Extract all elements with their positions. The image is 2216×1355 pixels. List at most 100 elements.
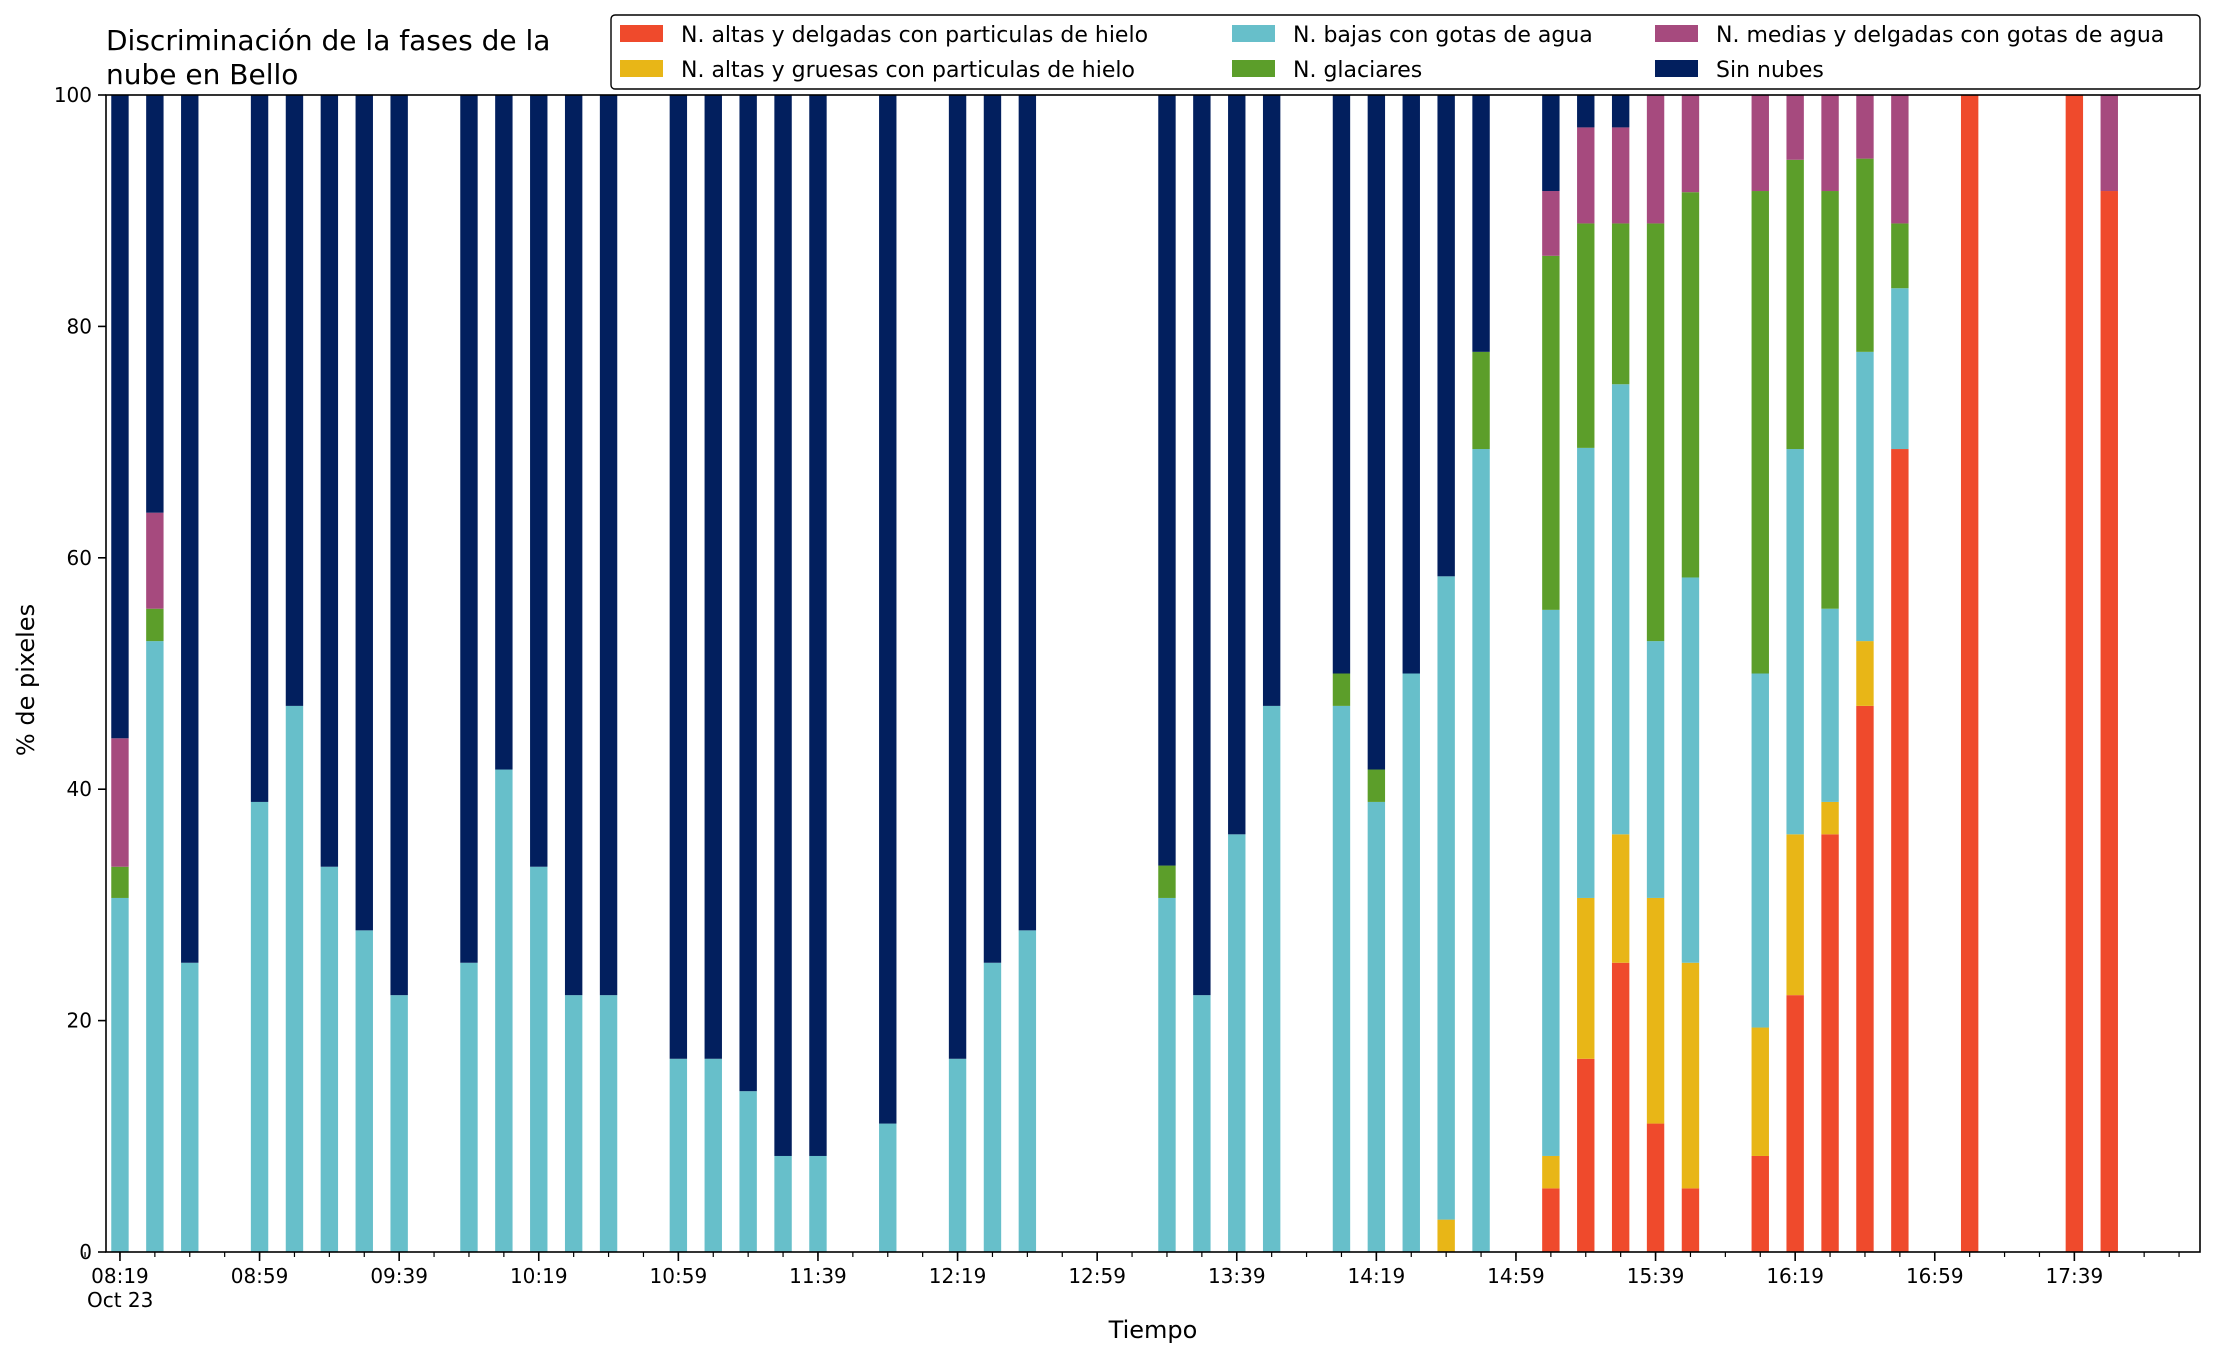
bar-segment-s3-0819	[111, 866, 129, 898]
x-tick-label-1139: 11:39	[789, 1264, 847, 1288]
bar-segment-s5-1219	[948, 95, 967, 1059]
legend-swatch-3	[1232, 60, 1275, 77]
bar-segment-s3-1639	[1856, 158, 1874, 352]
bar-segment-s2-1439	[1437, 576, 1455, 1220]
bar-segment-s0-1749	[2100, 191, 2118, 1252]
bar-segment-s0-1619	[1786, 995, 1804, 1252]
bar-segment-s5-1339	[1228, 95, 1246, 835]
bar-segment-s4-1629	[1821, 95, 1839, 192]
bar-segment-s5-0919	[320, 95, 339, 867]
x-tick-label-1019: 10:19	[510, 1264, 568, 1288]
bar-segment-s5-0819	[111, 95, 129, 739]
bar-segment-s2-0819	[111, 897, 129, 1252]
bar-segment-s5-1119	[739, 95, 757, 1092]
bar-segment-s4-1749	[2100, 95, 2118, 192]
bar-segment-s2-1119	[739, 1091, 757, 1252]
bar-segment-s2-1419	[1367, 801, 1386, 1252]
bar-segment-s5-0959	[460, 95, 478, 963]
bar-segment-s5-0829	[146, 95, 164, 513]
bar-segment-s0-1529	[1611, 962, 1630, 1252]
bar-segment-s2-1339	[1228, 834, 1246, 1252]
bar-segment-s4-0819	[111, 738, 129, 867]
bar-segment-s2-1139	[809, 1155, 827, 1252]
bar-segment-s5-1239	[1018, 95, 1037, 931]
bar-segment-s4-0829	[146, 512, 164, 609]
bar-segment-s3-1319	[1158, 865, 1176, 898]
bar-segment-s5-1439	[1437, 95, 1455, 577]
bar-segment-s1-1619	[1786, 834, 1804, 996]
chart-title-line-1: Discriminación de la fases de la	[106, 24, 550, 57]
bar-segment-s2-1319	[1158, 897, 1176, 1252]
bar-segment-s2-1059	[669, 1058, 688, 1252]
x-tick-label-1659: 16:59	[1906, 1264, 1964, 1288]
legend-label-0: N. altas y delgadas con particulas de hi…	[681, 23, 1148, 48]
bar-segment-s5-0839	[181, 95, 199, 963]
bar-segment-s5-0909	[285, 95, 304, 706]
bar-segment-s3-1619	[1786, 159, 1804, 450]
bar-segment-s5-1529	[1611, 95, 1630, 128]
bar-segment-s4-1619	[1786, 95, 1804, 160]
bar-segment-s0-1549	[1681, 1188, 1700, 1252]
bar-segment-s5-1029	[564, 95, 583, 996]
bar-segment-s0-1739	[2065, 95, 2084, 1252]
bar-segment-s0-1649	[1891, 449, 1909, 1252]
bar-segment-s5-1019	[530, 95, 548, 867]
bar-segment-s0-1509	[1542, 1188, 1560, 1252]
x-tick-label-1219: 12:19	[929, 1264, 987, 1288]
bar-segment-s1-1639	[1856, 641, 1874, 706]
x-tick-label-1619: 16:19	[1766, 1264, 1824, 1288]
bar-segment-s2-1629	[1821, 608, 1839, 802]
bars-layer	[111, 95, 2118, 1252]
bar-segment-s3-1529	[1611, 223, 1630, 385]
bar-segment-s5-1519	[1577, 95, 1595, 128]
bar-segment-s2-1009	[495, 769, 513, 1252]
bar-segment-s2-0829	[146, 641, 164, 1252]
x-tick-sublabel-date: Oct 23	[87, 1288, 153, 1312]
bar-segment-s4-1529	[1611, 127, 1630, 224]
bar-segment-s0-1609	[1751, 1155, 1769, 1252]
bar-segment-s2-1429	[1402, 673, 1420, 1252]
bar-segment-s1-1539	[1646, 897, 1665, 1124]
bar-segment-s2-0929	[355, 930, 373, 1252]
bar-segment-s5-0929	[355, 95, 373, 931]
bar-segment-s1-1629	[1821, 801, 1839, 835]
chart-title-line-2: nube en Bello	[106, 58, 298, 91]
bar-segment-s2-1549	[1681, 577, 1700, 963]
bar-segment-s5-1059	[669, 95, 688, 1059]
x-tick-label-1339: 13:39	[1208, 1264, 1266, 1288]
bar-segment-s0-1639	[1856, 705, 1874, 1252]
bar-segment-s4-1519	[1577, 127, 1595, 224]
chart-legend: N. altas y delgadas con particulas de hi…	[610, 14, 2201, 90]
legend-swatch-2	[1232, 25, 1275, 42]
bar-segment-s5-1329	[1193, 95, 1211, 996]
y-tick-label-40: 40	[67, 777, 92, 801]
bar-segment-s2-1609	[1751, 673, 1769, 1028]
bar-segment-s3-1549	[1681, 192, 1700, 578]
bar-segment-s2-1029	[564, 995, 583, 1252]
bar-segment-s2-1329	[1193, 995, 1211, 1252]
bar-segment-s0-1629	[1821, 834, 1839, 1252]
y-tick-label-20: 20	[67, 1009, 92, 1033]
legend-label-1: N. altas y gruesas con particulas de hie…	[681, 58, 1135, 83]
bar-segment-s2-1409	[1332, 705, 1351, 1252]
bar-segment-s5-1409	[1332, 95, 1351, 674]
x-tick-label-1739: 17:39	[2046, 1264, 2104, 1288]
x-tick-label-1539: 15:39	[1627, 1264, 1685, 1288]
plot-frame	[105, 94, 2201, 1253]
bar-segment-s5-0859	[250, 95, 269, 802]
bar-segment-s5-1509	[1542, 95, 1560, 192]
x-tick-label-1419: 14:19	[1348, 1264, 1406, 1288]
bar-segment-s3-1419	[1367, 769, 1386, 802]
bar-segment-s3-1409	[1332, 673, 1351, 706]
bar-segment-s2-0959	[460, 962, 478, 1252]
bar-segment-s2-1109	[704, 1058, 722, 1252]
bar-segment-s5-1349	[1262, 95, 1281, 706]
bar-segment-s4-1649	[1891, 95, 1909, 224]
bar-segment-s4-1609	[1751, 95, 1769, 192]
legend-label-3: N. glaciares	[1293, 58, 1422, 83]
bar-segment-s2-1229	[983, 962, 1002, 1252]
bar-segment-s2-1159	[879, 1123, 897, 1252]
bar-segment-s1-1519	[1577, 897, 1595, 1059]
bar-segment-s3-1649	[1891, 223, 1909, 289]
bar-segment-s5-1159	[879, 95, 897, 1124]
